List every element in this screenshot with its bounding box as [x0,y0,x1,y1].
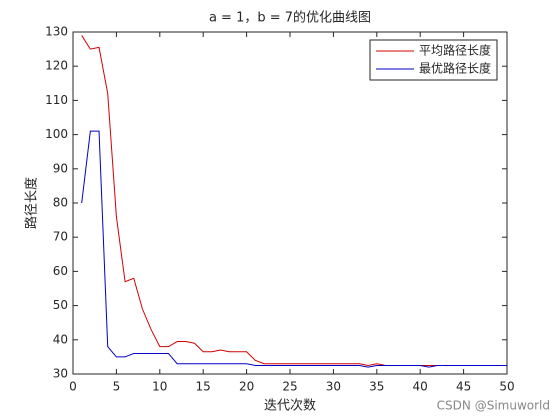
legend-label: 平均路径长度 [419,43,491,58]
x-tick-label: 45 [456,380,471,394]
x-tick-label: 25 [282,380,297,394]
legend-label: 最优路径长度 [419,61,491,76]
y-tick-label: 50 [53,298,68,312]
y-tick-label: 130 [45,25,68,39]
x-axis-label: 迭代次数 [264,398,316,414]
y-tick-label: 60 [53,264,68,278]
x-tick-label: 5 [113,380,121,394]
x-tick-label: 30 [326,380,341,394]
watermark: CSDN @Simuworld [437,399,550,413]
x-tick-label: 50 [499,380,514,394]
x-tick-label: 0 [69,380,77,394]
series-line [81,130,507,368]
y-tick-label: 110 [45,93,68,107]
y-tick-label: 120 [45,59,68,73]
chart-title: a = 1，b = 7的优化曲线图 [209,10,371,26]
y-tick-label: 100 [45,127,68,141]
plot-area [72,31,508,375]
y-tick-label: 70 [53,230,68,244]
y-tick-label: 80 [53,196,68,210]
y-tick-label: 30 [53,367,68,381]
x-tick-label: 15 [196,380,211,394]
legend-box [369,39,498,81]
x-tick-label: 35 [369,380,384,394]
x-tick-label: 40 [413,380,428,394]
y-axis-label: 路径长度 [24,177,40,229]
x-tick-label: 20 [239,380,254,394]
y-tick-label: 40 [53,332,68,346]
x-tick-label: 10 [152,380,167,394]
y-tick-label: 90 [53,161,68,175]
